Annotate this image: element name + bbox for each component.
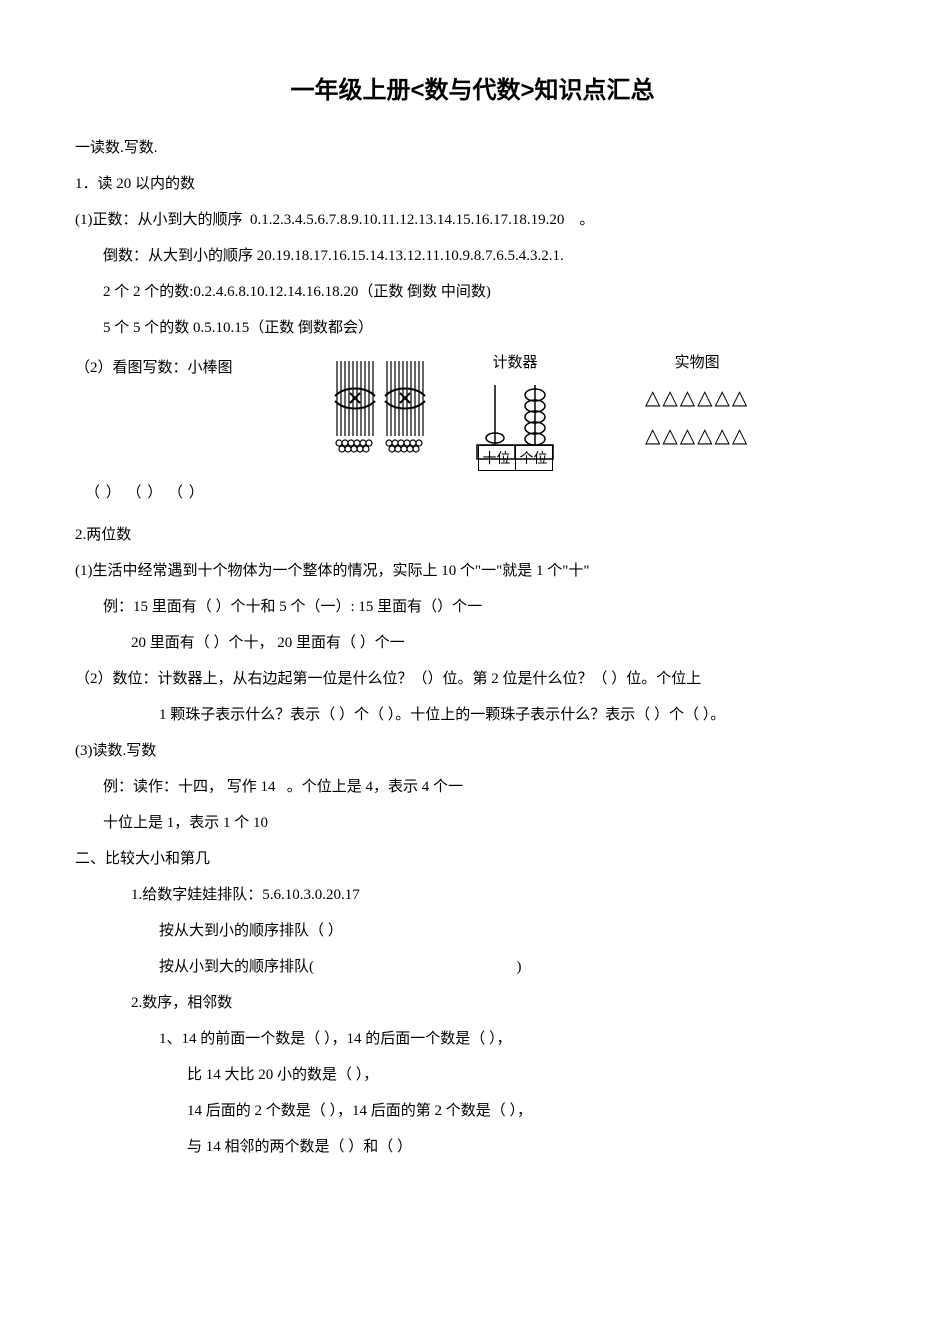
objects-caption: 实物图	[675, 351, 720, 372]
triangle-row: △△△△△△	[645, 383, 749, 413]
sticks-figure	[325, 351, 435, 461]
abacus-labels: 十位 个位	[478, 445, 553, 471]
text-line: 1、14 的前面一个数是（ ），14 的后面一个数是（ ），	[75, 1021, 870, 1057]
text-line: 2.数序，相邻数	[75, 985, 870, 1021]
text-line: 按从大到小的顺序排队（ ）	[75, 913, 870, 949]
text-line: 倒数：从大到小的顺序 20.19.18.17.16.15.14.13.12.11…	[75, 238, 870, 274]
text-line: 十位上是 1，表示 1 个 10	[75, 805, 870, 841]
text-line: 5 个 5 个的数 0.5.10.15（正数 倒数都会）	[75, 310, 870, 346]
text-line: （2）数位：计数器上，从右边起第一位是什么位？（）位。第 2 位是什么位？（ ）…	[75, 661, 870, 697]
paren-row: （ ） （ ） （ ）	[75, 481, 870, 502]
abacus-figure: 计数器 十位 个位	[465, 351, 565, 471]
text-line: (1)正数：从小到大的顺序 0.1.2.3.4.5.6.7.8.9.10.11.…	[75, 202, 870, 238]
objects-figure: 实物图 △△△△△△ △△△△△△	[645, 351, 749, 451]
triangle-row: △△△△△△	[645, 421, 749, 451]
text-line: 与 14 相邻的两个数是（ ）和（ ）	[75, 1129, 870, 1165]
figure-row: （2）看图写数：小棒图	[75, 351, 870, 471]
text-line: 例：15 里面有（ ）个十和 5 个（一）: 15 里面有（）个一	[75, 589, 870, 625]
text-line: 1．读 20 以内的数	[75, 166, 870, 202]
text-line: 2.两位数	[75, 517, 870, 553]
ones-label: 个位	[516, 446, 552, 470]
text-line: (1)生活中经常遇到十个物体为一个整体的情况，实际上 10 个"一"就是 1 个…	[75, 553, 870, 589]
text-line: 比 14 大比 20 小的数是（ ），	[75, 1057, 870, 1093]
text-line: 二、比较大小和第几	[75, 841, 870, 877]
page-title: 一年级上册<数与代数>知识点汇总	[75, 70, 870, 105]
text-line: 例：读作：十四， 写作 14 。个位上是 4，表示 4 个一	[75, 769, 870, 805]
text-line: 1 颗珠子表示什么？表示（ ）个（ ）。十位上的一颗珠子表示什么？表示（ ）个（…	[75, 697, 870, 733]
tens-label: 十位	[479, 446, 516, 470]
text-line: 按从小到大的顺序排队( )	[75, 949, 870, 985]
abacus-caption: 计数器	[492, 351, 537, 372]
text-line: 20 里面有（ ）个十， 20 里面有（ ）个一	[75, 625, 870, 661]
text-line: 一读数.写数.	[75, 130, 870, 166]
text-line: 1.给数字娃娃排队：5.6.10.3.0.20.17	[75, 877, 870, 913]
text-line: 2 个 2 个的数:0.2.4.6.8.10.12.14.16.18.20（正数…	[75, 274, 870, 310]
figure-label: （2）看图写数：小棒图	[75, 351, 325, 377]
text-line: (3)读数.写数	[75, 733, 870, 769]
sticks-icon	[325, 351, 435, 461]
text-line: 14 后面的 2 个数是（ ），14 后面的第 2 个数是（ ），	[75, 1093, 870, 1129]
